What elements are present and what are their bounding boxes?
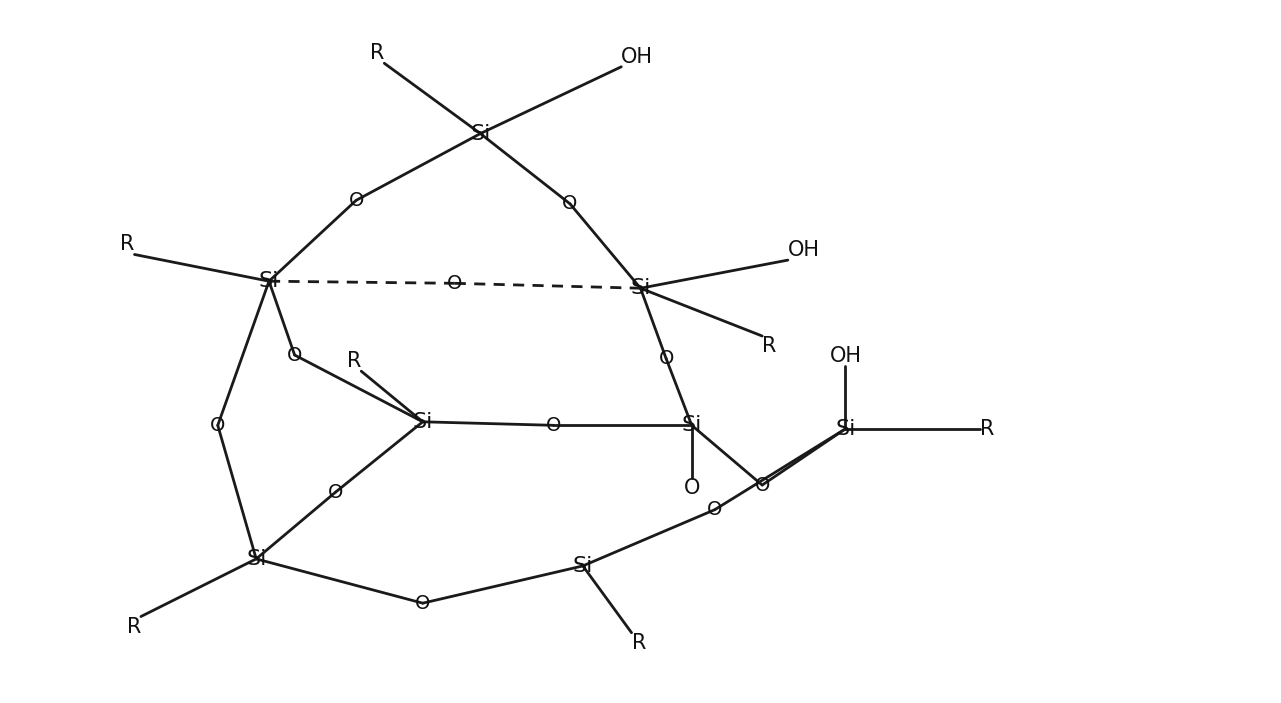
Text: Si: Si <box>630 278 651 298</box>
Text: OH: OH <box>788 240 820 260</box>
Text: Si: Si <box>681 415 702 435</box>
Text: O: O <box>447 273 462 293</box>
Text: O: O <box>658 349 674 368</box>
Text: Si: Si <box>573 556 593 576</box>
Text: R: R <box>762 336 776 356</box>
Text: O: O <box>562 194 578 214</box>
Text: O: O <box>755 475 770 495</box>
Text: Si: Si <box>470 124 491 143</box>
Text: O: O <box>210 415 225 435</box>
Text: R: R <box>127 617 141 636</box>
Text: R: R <box>632 633 646 652</box>
Text: Si: Si <box>259 271 279 291</box>
Text: OH: OH <box>621 47 653 67</box>
Text: Si: Si <box>412 412 433 432</box>
Text: O: O <box>348 191 364 210</box>
Text: R: R <box>347 352 361 371</box>
Text: Si: Si <box>835 419 856 439</box>
Text: O: O <box>415 593 430 613</box>
Text: O: O <box>684 478 699 498</box>
Text: R: R <box>370 44 384 63</box>
Text: R: R <box>980 419 994 439</box>
Text: O: O <box>287 345 302 365</box>
Text: O: O <box>707 500 722 520</box>
Text: R: R <box>120 235 135 254</box>
Text: Si: Si <box>246 549 266 569</box>
Text: OH: OH <box>830 346 861 366</box>
Text: O: O <box>328 482 343 502</box>
Text: O: O <box>546 415 561 435</box>
